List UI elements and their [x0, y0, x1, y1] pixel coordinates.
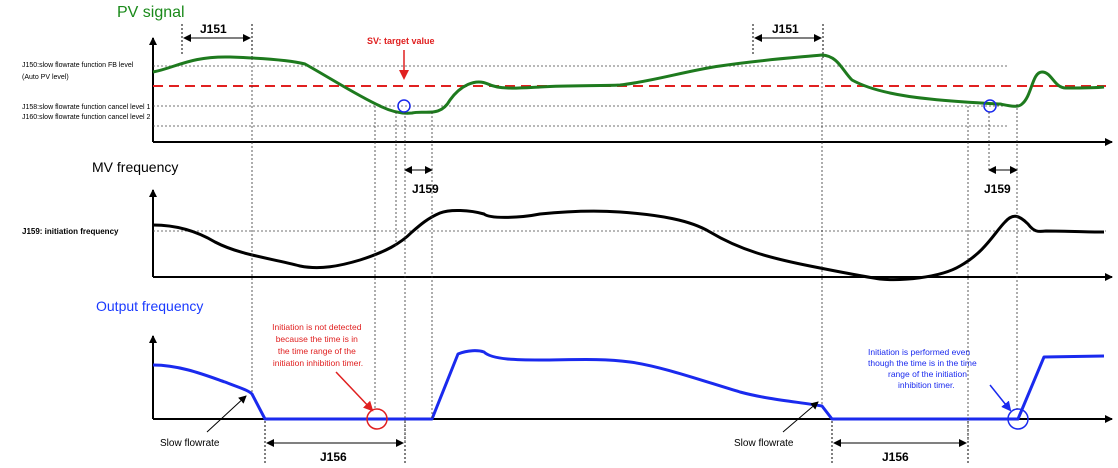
- out-red-note-line: initiation inhibition timer.: [273, 358, 363, 368]
- slow-right-label: Slow flowrate: [734, 438, 794, 449]
- pv-j151-right-label: J151: [772, 22, 799, 36]
- out-blue-note-line: inhibition timer.: [898, 380, 955, 390]
- pv-section: PV signal J150:slow flowrate function FB…: [22, 4, 1113, 146]
- mv-curve: [152, 209, 1105, 282]
- out-red-note: Initiation is not detected because the t…: [272, 322, 364, 368]
- out-not-detected-circle: [366, 408, 388, 430]
- out-curve: [152, 349, 1105, 421]
- mv-j159-left-label: J159: [412, 182, 439, 196]
- mv-init-freq-label: J159: initiation frequency: [22, 227, 119, 236]
- out-red-note-line: the time range of the: [278, 346, 356, 356]
- pv-detect-circle-right: [983, 99, 997, 113]
- pv-fb-level-label: J150:slow flowrate function FB level: [22, 62, 134, 69]
- slow-right-arrow: [782, 401, 819, 433]
- pv-detect-circle-left: [397, 99, 411, 113]
- out-section: Output frequency Initiation is not detec…: [96, 298, 1113, 465]
- out-blue-note-line: though the time is in the time: [868, 358, 977, 368]
- slow-left-label: Slow flowrate: [160, 438, 220, 449]
- out-j156-left-label: J156: [320, 450, 347, 464]
- out-blue-note: Initiation is performed even though the …: [868, 347, 979, 390]
- out-performed-circle: [1007, 408, 1029, 430]
- out-blue-note-line: Initiation is performed even: [868, 347, 970, 357]
- out-red-note-line: because the time is in: [276, 334, 358, 344]
- pv-curve: [152, 53, 1105, 115]
- mv-j159-right-label: J159: [984, 182, 1011, 196]
- pv-cancel1-label: J158:slow flowrate function cancel level…: [22, 104, 151, 111]
- pv-cancel2-label: J160:slow flowrate function cancel level…: [22, 114, 151, 121]
- out-blue-note-line: range of the initiation: [888, 369, 967, 379]
- out-red-note-arrow: [335, 371, 374, 412]
- sv-target-label: SV: target value: [367, 36, 435, 46]
- mv-section: MV frequency J159: initiation frequency …: [22, 159, 1113, 282]
- out-j156-right-label: J156: [882, 450, 909, 464]
- pv-title: PV signal: [117, 4, 185, 21]
- pv-auto-pv-label: (Auto PV level): [22, 74, 69, 81]
- out-blue-note-arrow: [989, 384, 1012, 412]
- slow-left-arrow: [206, 395, 247, 433]
- pv-j151-left-label: J151: [200, 22, 227, 36]
- out-red-note-line: Initiation is not detected: [272, 322, 362, 332]
- vertical-guides: [251, 58, 1018, 443]
- out-title: Output frequency: [96, 298, 203, 314]
- mv-title: MV frequency: [92, 159, 178, 175]
